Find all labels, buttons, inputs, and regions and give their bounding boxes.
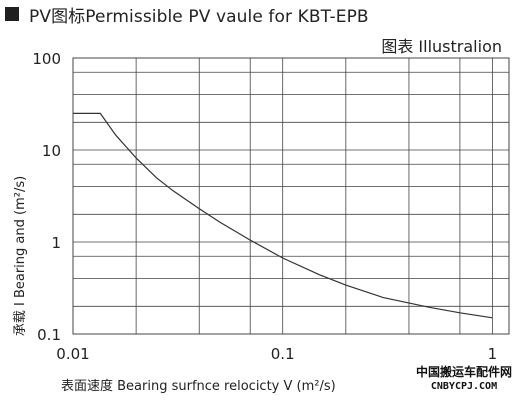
chart-title: PV图标Permissible PV vaule for KBT-EPB xyxy=(29,6,369,27)
chart-grid xyxy=(72,57,509,335)
x-tick-label: 0.01 xyxy=(56,345,89,363)
x-tick-label: 1 xyxy=(488,345,498,363)
x-tick-label: 0.1 xyxy=(271,345,295,363)
y-tick-label: 0.1 xyxy=(37,326,61,344)
y-tick-label: 1 xyxy=(51,234,61,252)
plot-frame xyxy=(72,57,510,335)
chart-title-row: PV图标Permissible PV vaule for KBT-EPB xyxy=(5,2,369,27)
illustration-label: 图表 Illustralion xyxy=(381,37,502,56)
series-line-pv-limit xyxy=(73,112,493,319)
y-axis-label: 承载 I Bearing and (m²/s) xyxy=(13,176,28,336)
watermark-cn: 中国搬运车配件网 xyxy=(415,365,512,379)
square-bullet-icon xyxy=(5,7,19,21)
y-tick-label: 10 xyxy=(42,142,61,160)
x-axis-label: 表面速度 Bearing surfnce relocicty V (m²/s) xyxy=(61,378,336,394)
y-tick-label: 100 xyxy=(32,50,61,68)
watermark-en: CNBYCPJ.COM xyxy=(430,381,498,392)
